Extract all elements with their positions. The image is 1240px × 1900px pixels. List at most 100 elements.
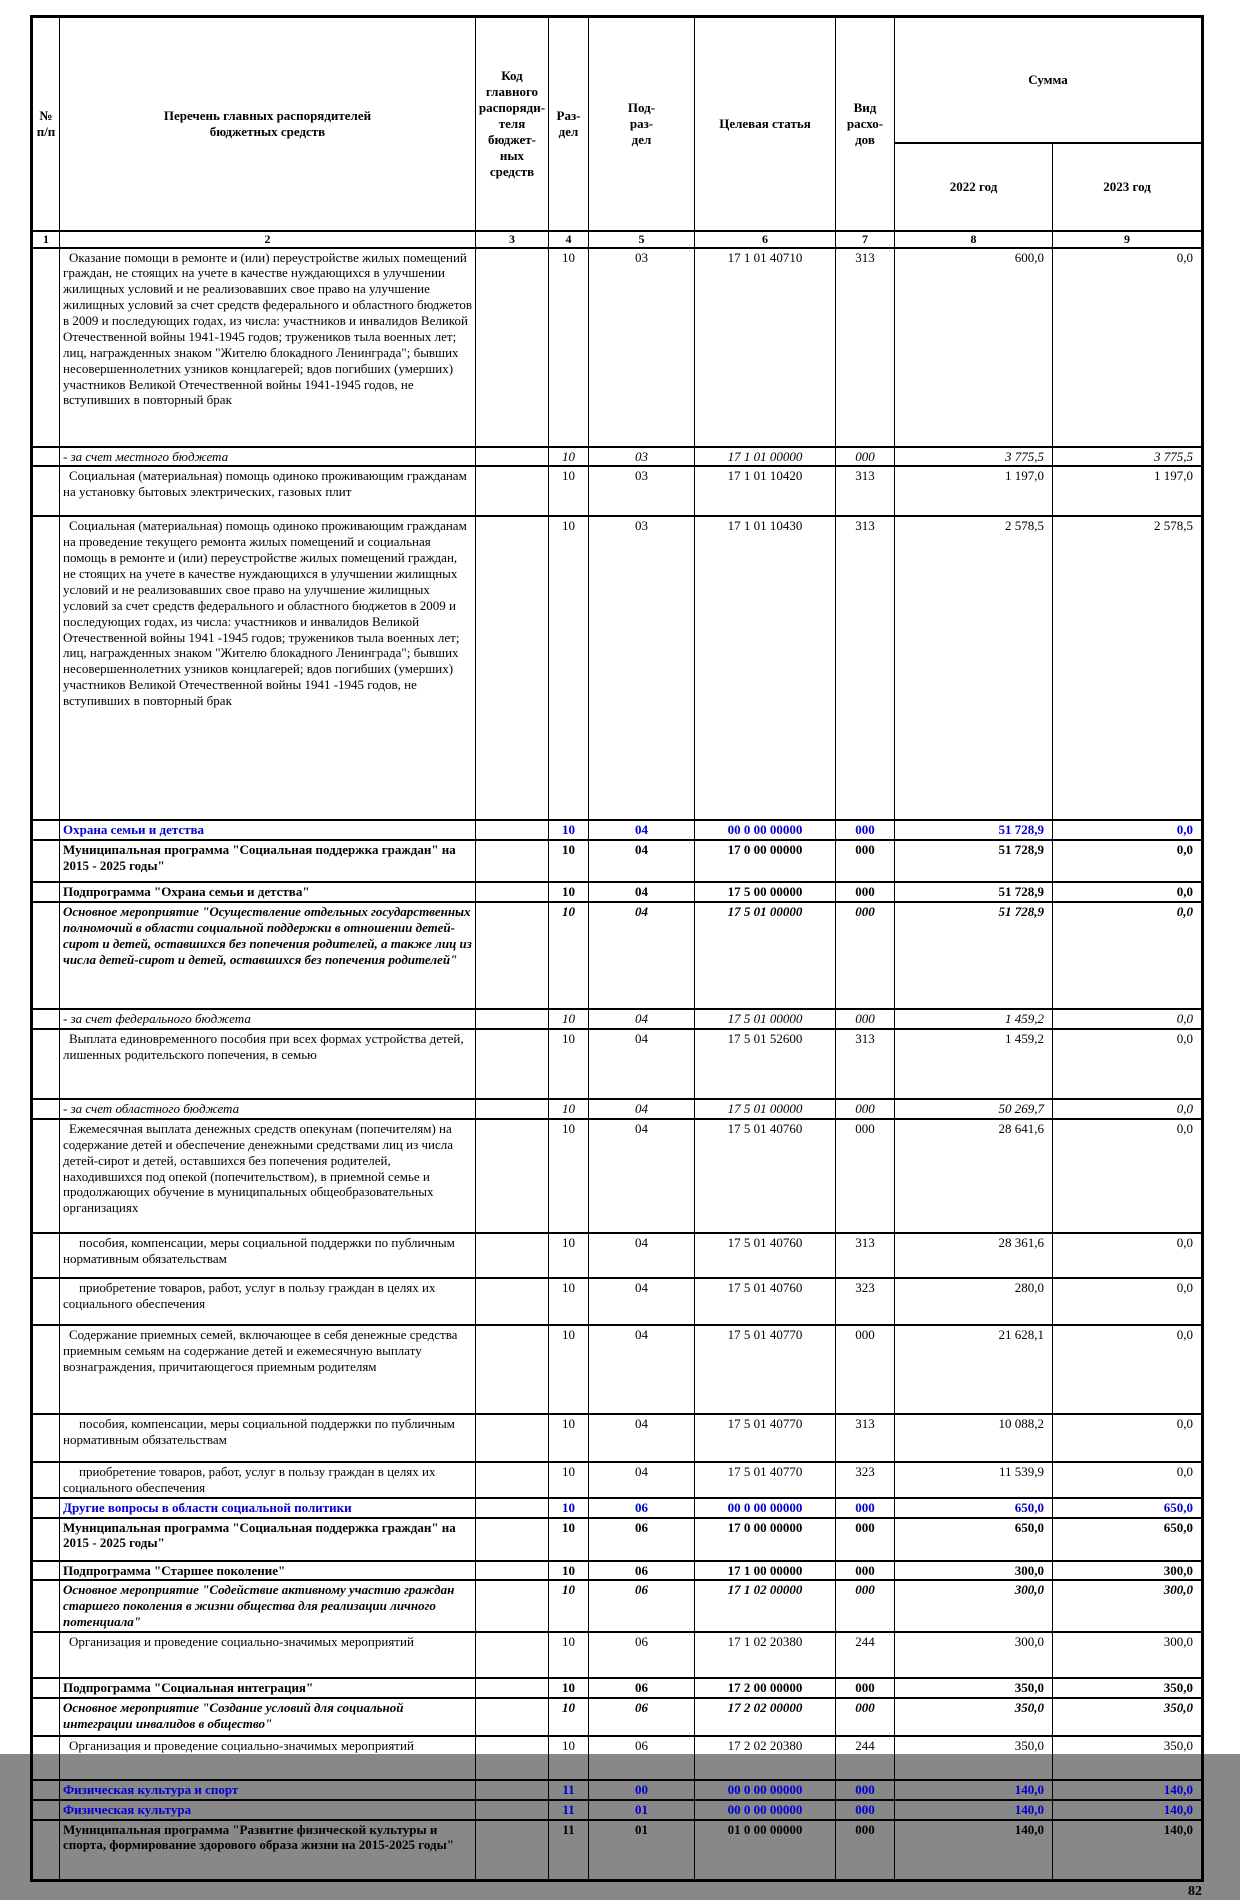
cell-name: Основное мероприятие "Создание условий д… <box>59 1696 476 1737</box>
cell-vid-rashodov: 000 <box>835 1117 895 1234</box>
cell-razdel: 10 <box>548 1676 589 1699</box>
cell-podrazdel: 04 <box>588 839 695 884</box>
cell-name: Ежемесячная выплата денежных средств опе… <box>59 1117 476 1234</box>
cell-vid-rashodov: 000 <box>835 1559 895 1582</box>
cell-razdel: 10 <box>548 515 589 822</box>
cell-vid-rashodov: 000 <box>835 445 895 468</box>
cell-sum-2022: 140,0 <box>894 1818 1053 1882</box>
cell-code <box>475 1412 549 1463</box>
cell-sum-2022: 51 728,9 <box>894 901 1053 1011</box>
cell-target-article: 17 2 02 00000 <box>694 1696 836 1737</box>
cell-sum-2022: 3 775,5 <box>894 445 1053 468</box>
table-row: Физическая культура и спорт 11 00 00 0 00 0… <box>31 1778 1204 1801</box>
cell-row-number <box>31 1028 60 1101</box>
cell-sum-2023: 300,0 <box>1051 1579 1204 1633</box>
cell-sum-2022: 28 361,6 <box>894 1231 1053 1279</box>
column-numbers-row: 1 2 3 4 5 6 7 8 9 <box>31 230 1204 249</box>
cell-name: - за счет областного бюджета <box>59 1098 476 1120</box>
cell-name: приобретение товаров, работ, услуг в пол… <box>59 1460 476 1499</box>
cell-podrazdel: 03 <box>588 445 695 468</box>
table-row: - за счет областного бюджета 10 04 17 5 01 … <box>31 1098 1204 1120</box>
cell-sum-2023: 0,0 <box>1051 1460 1204 1499</box>
cell-target-article: 17 5 01 40760 <box>694 1276 836 1326</box>
cell-podrazdel: 00 <box>588 1778 695 1801</box>
table-row: Организация и проведение социально-значи… <box>31 1630 1204 1679</box>
cell-row-number <box>31 839 60 884</box>
cell-name: Другие вопросы в области социальной поли… <box>59 1496 476 1519</box>
table-row: - за счет местного бюджета 10 03 17 1 01 00… <box>31 445 1204 468</box>
table-row: - за счет федерального бюджета 10 04 17 5 0… <box>31 1008 1204 1031</box>
cell-row-number <box>31 1696 60 1737</box>
cell-sum-2023: 0,0 <box>1051 1276 1204 1326</box>
cell-vid-rashodov: 000 <box>835 1696 895 1737</box>
cell-vid-rashodov: 000 <box>835 1323 895 1415</box>
table-row: Социальная (материальная) помощь одиноко… <box>31 515 1204 822</box>
cell-target-article: 17 5 01 00000 <box>694 1098 836 1120</box>
cell-row-number <box>31 1579 60 1633</box>
cell-podrazdel: 04 <box>588 1117 695 1234</box>
cell-code <box>475 1460 549 1499</box>
cell-sum-2023: 1 197,0 <box>1051 465 1204 518</box>
cell-row-number <box>31 881 60 904</box>
cell-podrazdel: 01 <box>588 1798 695 1821</box>
cell-razdel: 11 <box>548 1798 589 1821</box>
cell-row-number <box>31 1676 60 1699</box>
budget-table: № п/п Перечень главных распорядителей бю… <box>30 15 1205 1882</box>
cell-vid-rashodov: 313 <box>835 1412 895 1463</box>
cell-row-number <box>31 1559 60 1582</box>
cell-sum-2023: 0,0 <box>1051 1008 1204 1031</box>
cell-podrazdel: 06 <box>588 1676 695 1699</box>
cell-sum-2023: 650,0 <box>1051 1516 1204 1562</box>
cell-code <box>475 1117 549 1234</box>
table-row: приобретение товаров, работ, услуг в пол… <box>31 1460 1204 1499</box>
cell-target-article: 00 0 00 00000 <box>694 1496 836 1519</box>
cell-code <box>475 445 549 468</box>
cell-razdel: 10 <box>548 1630 589 1679</box>
cell-podrazdel: 04 <box>588 1008 695 1031</box>
cell-sum-2023: 0,0 <box>1051 839 1204 884</box>
cell-target-article: 17 2 02 20380 <box>694 1734 836 1781</box>
cell-target-article: 00 0 00 00000 <box>694 819 836 842</box>
cell-name: Основное мероприятие "Осуществление отде… <box>59 901 476 1011</box>
cell-code <box>475 1559 549 1582</box>
cell-code <box>475 1798 549 1821</box>
cell-sum-2022: 300,0 <box>894 1630 1053 1679</box>
cell-vid-rashodov: 000 <box>835 901 895 1011</box>
col-header-year-2023: 2023 год <box>1051 142 1204 232</box>
col-number: 8 <box>894 230 1053 249</box>
cell-row-number <box>31 1798 60 1821</box>
table-row: Муниципальная программа "Социальная подд… <box>31 1516 1204 1562</box>
col-number: 2 <box>59 230 476 249</box>
cell-target-article: 00 0 00 00000 <box>694 1778 836 1801</box>
cell-sum-2023: 3 775,5 <box>1051 445 1204 468</box>
cell-name: Основное мероприятие "Содействие активно… <box>59 1579 476 1633</box>
cell-podrazdel: 03 <box>588 465 695 518</box>
cell-sum-2022: 51 728,9 <box>894 819 1053 842</box>
cell-razdel: 10 <box>548 881 589 904</box>
cell-razdel: 10 <box>548 1696 589 1737</box>
cell-sum-2023: 140,0 <box>1051 1818 1204 1882</box>
cell-row-number <box>31 1098 60 1120</box>
cell-row-number <box>31 1008 60 1031</box>
cell-vid-rashodov: 244 <box>835 1630 895 1679</box>
cell-razdel: 10 <box>548 246 589 448</box>
table-row: приобретение товаров, работ, услуг в пол… <box>31 1276 1204 1326</box>
page-number: 82 <box>1188 1883 1202 1899</box>
cell-sum-2022: 140,0 <box>894 1778 1053 1801</box>
cell-target-article: 17 1 01 00000 <box>694 445 836 468</box>
cell-name: Оказание помощи в ремонте и (или) переус… <box>59 246 476 448</box>
cell-sum-2022: 1 459,2 <box>894 1028 1053 1101</box>
cell-name: Муниципальная программа "Развитие физиче… <box>59 1818 476 1882</box>
cell-code <box>475 465 549 518</box>
cell-code <box>475 1276 549 1326</box>
table-row: Другие вопросы в области социальной поли… <box>31 1496 1204 1519</box>
cell-sum-2023: 300,0 <box>1051 1559 1204 1582</box>
cell-razdel: 10 <box>548 1323 589 1415</box>
cell-row-number <box>31 1276 60 1326</box>
cell-name: пособия, компенсации, меры социальной по… <box>59 1231 476 1279</box>
col-header-podrazdel: Под- раз- дел <box>588 15 695 232</box>
cell-podrazdel: 04 <box>588 1276 695 1326</box>
cell-razdel: 10 <box>548 1098 589 1120</box>
cell-sum-2023: 350,0 <box>1051 1734 1204 1781</box>
cell-target-article: 17 5 01 52600 <box>694 1028 836 1101</box>
